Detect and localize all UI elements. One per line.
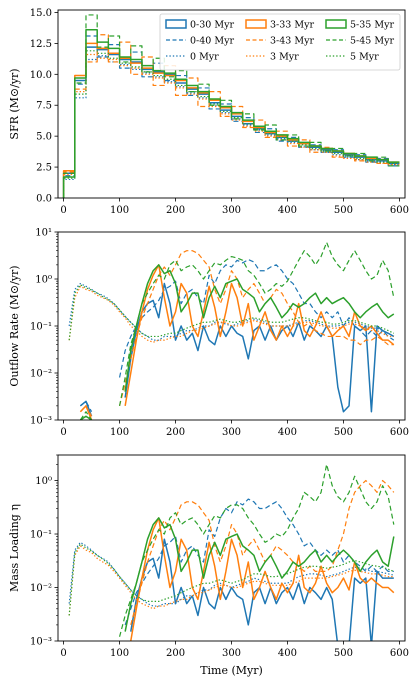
series-line-5-45-myr bbox=[79, 241, 395, 420]
x-tick-label: 200 bbox=[166, 648, 185, 659]
x-tick-label: 200 bbox=[166, 427, 185, 438]
x-tick-label: 400 bbox=[278, 205, 297, 216]
y-axis-label: Mass Loading η bbox=[8, 504, 21, 592]
y-tick-label: 10⁻² bbox=[30, 583, 52, 594]
y-tick-label: 15.0 bbox=[30, 8, 52, 19]
y-tick-label: 10⁻¹ bbox=[30, 322, 52, 333]
y-tick-label: 10¹ bbox=[35, 228, 52, 239]
legend-label: 0-40 Myr bbox=[190, 36, 234, 47]
series-line-3-myr bbox=[63, 53, 400, 198]
series-line-5-45-myr bbox=[63, 14, 400, 198]
x-tick-label: 600 bbox=[390, 648, 409, 659]
y-axis-label: SFR (M⊙/yr) bbox=[8, 68, 21, 139]
series-line-0-40-myr bbox=[124, 498, 394, 626]
series-line-0-myr bbox=[63, 55, 400, 198]
x-tick-label: 500 bbox=[334, 648, 353, 659]
legend-label: 5 Myr bbox=[350, 52, 379, 63]
plot-area bbox=[68, 463, 395, 641]
x-tick-label: 300 bbox=[222, 205, 241, 216]
x-tick-label: 100 bbox=[110, 427, 129, 438]
y-tick-label: 10⁻² bbox=[30, 369, 52, 380]
series-line-0-40-myr bbox=[80, 258, 395, 413]
x-tick-label: 100 bbox=[110, 205, 129, 216]
panel-3: 0 100 200 300 400 500 600 10⁻³ 10⁻² 10⁻¹ 10⁰ Mass L… bbox=[8, 454, 409, 677]
y-tick-label: 10.0 bbox=[30, 70, 52, 81]
series-line-3-33-myr bbox=[130, 517, 395, 641]
x-tick-label: 600 bbox=[390, 205, 409, 216]
x-tick-label: 0 bbox=[60, 205, 66, 216]
series-line-5-35-myr bbox=[124, 517, 395, 632]
series-line-5-45-myr bbox=[118, 463, 395, 637]
x-tick-label: 100 bbox=[110, 648, 129, 659]
x-axis-label: Time (Myr) bbox=[200, 664, 263, 677]
series-line-0-myr bbox=[68, 282, 395, 341]
series-line-5-myr bbox=[63, 50, 400, 198]
series-line-0-myr bbox=[68, 541, 394, 607]
y-tick-label: 12.5 bbox=[30, 39, 52, 50]
series-line-3-33-myr bbox=[79, 264, 395, 420]
x-tick-label: 300 bbox=[222, 648, 241, 659]
legend-label: 5-35 Myr bbox=[350, 20, 394, 31]
x-tick-label: 200 bbox=[166, 205, 185, 216]
x-tick-label: 300 bbox=[222, 427, 241, 438]
axes-frame bbox=[57, 454, 406, 642]
panel-1: 0 100 200 300 400 500 600 0.0 2.5 5.0 7.5 10.0 12.5 1… bbox=[8, 8, 409, 216]
y-tick-label: 5.0 bbox=[36, 132, 52, 143]
series-line-5-myr bbox=[68, 284, 395, 341]
legend-label: 3 Myr bbox=[270, 52, 299, 63]
y-tick-label: 7.5 bbox=[36, 101, 52, 112]
x-tick-label: 0 bbox=[60, 427, 66, 438]
y-tick-label: 10⁰ bbox=[35, 476, 52, 487]
series-line-5-35-myr bbox=[79, 264, 395, 420]
y-tick-label: 10⁰ bbox=[35, 275, 52, 286]
legend-label: 5-45 Myr bbox=[350, 36, 394, 47]
x-tick-label: 400 bbox=[278, 427, 297, 438]
plot-area bbox=[68, 241, 395, 420]
x-tick-label: 500 bbox=[334, 427, 353, 438]
series-line-3-myr bbox=[68, 285, 394, 343]
x-tick-label: 600 bbox=[390, 427, 409, 438]
plot-area bbox=[62, 14, 400, 198]
legend-swatch bbox=[325, 19, 347, 29]
legend-label: 0 Myr bbox=[190, 52, 219, 63]
series-line-3-43-myr bbox=[130, 479, 395, 626]
legend-swatch bbox=[165, 19, 187, 29]
series-line-3-43-myr bbox=[79, 250, 394, 417]
y-axis-label: Outflow Rate (M⊙/yr) bbox=[8, 265, 21, 386]
y-tick-label: 2.5 bbox=[36, 163, 52, 174]
x-tick-label: 400 bbox=[278, 648, 297, 659]
y-tick-label: 0.0 bbox=[36, 194, 52, 205]
y-tick-label: 10⁻¹ bbox=[30, 530, 52, 541]
legend: 0-30 Myr 0-40 Myr 0 Myr 3-33 Myr 3-43 Myr 3 M… bbox=[159, 13, 401, 71]
legend-label: 3-33 Myr bbox=[270, 20, 314, 31]
panel-2: 0 100 200 300 400 500 600 10⁻³ 10⁻² 10⁻¹ 10⁰ 10¹ Out… bbox=[8, 228, 409, 439]
y-tick-label: 10⁻³ bbox=[30, 637, 52, 648]
legend-label: 3-43 Myr bbox=[270, 36, 314, 47]
y-tick-label: 10⁻³ bbox=[30, 416, 52, 427]
x-tick-label: 500 bbox=[334, 205, 353, 216]
series-line-3-43-myr bbox=[63, 34, 400, 198]
series-line-5-myr bbox=[68, 543, 395, 616]
legend-swatch bbox=[245, 19, 267, 29]
legend-label: 0-30 Myr bbox=[190, 20, 234, 31]
x-tick-label: 0 bbox=[60, 648, 66, 659]
